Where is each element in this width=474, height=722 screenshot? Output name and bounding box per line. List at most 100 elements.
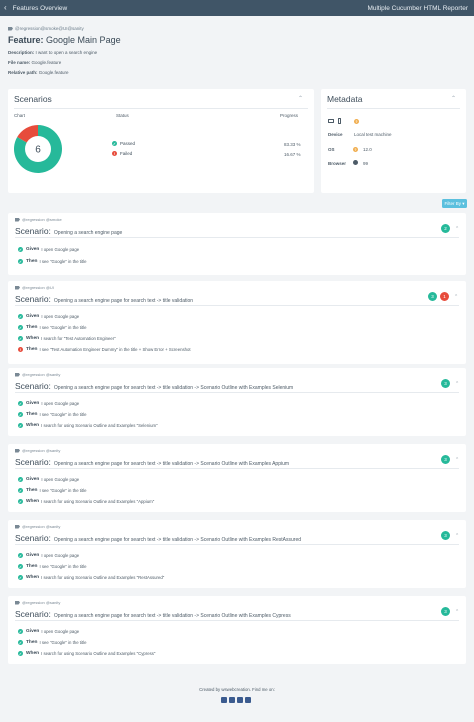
scenario-name: Opening a search engine page for search … [53,461,290,467]
feature-path: Relative path: Google.feature [8,70,466,75]
navbar-title[interactable]: Features Overview [12,4,68,12]
passed-label: Passed [120,141,136,146]
chart-header: Chart [14,113,26,118]
desktop-icon [328,119,334,123]
filter-by-button[interactable]: Filter By ▾ [442,199,467,208]
chevron-up-icon[interactable]: ⌃ [454,293,459,300]
check-circle-icon: ✓ [18,640,23,645]
chevron-up-icon[interactable]: ⌃ [455,608,460,615]
scenario-card: @regression @sanity Scenario: Opening a s… [8,520,466,588]
step-text: I see "Google" in the title [39,564,87,569]
feature-tags: @regression@smoke@UI@sanity [8,26,466,31]
check-circle-icon: ✓ [18,401,23,406]
chevron-left-icon[interactable]: ‹ [4,3,7,12]
step-row: ✓ Given I open Google page [18,553,79,558]
divider [327,108,460,109]
footer-text: Created by wswebcreation. Find me on: [199,687,275,692]
step-text: I search for using Scenario Outline and … [41,423,158,428]
step-text: I open Google page [41,247,80,252]
divider [15,544,459,545]
scenario-tags-text: @regression @sanity [22,600,61,605]
description-label: Description: [8,50,35,55]
scenario-tags: @regression @sanity [15,600,60,605]
donut-hole [25,136,51,162]
step-text: I see "Test Automation Engineer Dummy" i… [39,347,191,352]
step-keyword: When [26,499,40,504]
scenario-badges: 3 ⌃ [441,455,459,464]
passed-count-badge: 3 [428,292,437,301]
step-row: ✓ Given I open Google page [18,477,79,482]
scenario-label: Scenario: [15,381,51,391]
step-row: ✓ Then I see "Google" in the title [18,259,86,264]
scenario-badges: 3 ⌃ [441,379,459,388]
browser-label: Browser [328,161,347,166]
check-circle-icon: ✓ [18,629,23,634]
chevron-up-icon[interactable]: ⌃ [455,456,460,463]
check-circle-icon: ✓ [18,325,23,330]
scenario-title[interactable]: Scenario: Opening a search engine page fo… [15,381,293,391]
collapse-icon[interactable]: ⌃ [298,96,304,102]
scenarios-donut-chart: 6 [13,125,63,173]
scenario-badges: 3 ⌃ [441,607,459,616]
chevron-up-icon[interactable]: ⌃ [455,225,460,232]
divider [15,468,459,469]
scenario-tags: @regression @UI [15,285,54,290]
step-keyword: Given [26,553,40,558]
feature-tags-text: @regression@smoke@UI@sanity [15,26,84,31]
tag-icon [15,524,20,529]
chevron-up-icon[interactable]: ⌃ [455,532,460,539]
scenario-tags-text: @regression @smoke [22,217,62,222]
feature-label: Feature: [8,35,44,45]
scenario-tags: @regression @sanity [15,372,60,377]
step-keyword: Then [26,325,38,330]
step-row: ✓ Given I open Google page [18,401,79,406]
collapse-icon[interactable]: ⌃ [451,96,457,102]
scenario-title[interactable]: Scenario: Opening a search engine page fo… [15,457,289,467]
rss-icon[interactable] [221,697,227,703]
error-circle-icon: ! [112,151,117,156]
scenario-card: @regression @sanity Scenario: Opening a s… [8,368,466,436]
legend-failed: ! Failed [112,151,132,156]
os-value: 12.0 [363,147,372,152]
scenario-badges: 3 ⌃ [441,531,459,540]
passed-count-badge: 3 [441,379,450,388]
scenario-tags: @regression @smoke [15,217,62,222]
file-label: File name: [8,60,31,65]
scenario-title[interactable]: Scenario: Opening a search engine page fo… [15,294,193,304]
passed-count-badge: 3 [441,455,450,464]
path-value: Google.feature [38,70,69,75]
step-text: I open Google page [41,314,80,319]
linkedin-icon[interactable] [237,697,243,703]
step-keyword: Then [26,564,38,569]
step-keyword: Given [26,477,40,482]
donut-center-label: 6 [35,145,41,156]
check-circle-icon: ✓ [18,336,23,341]
scenario-title[interactable]: Scenario: Opening a search engine page [15,226,122,236]
scenario-title[interactable]: Scenario: Opening a search engine page fo… [15,609,291,619]
step-text: I see "Google" in the title [39,325,87,330]
step-text: I see "Google" in the title [39,488,87,493]
question-icon: ? [354,119,359,124]
navbar-brand: Multiple Cucumber HTML Reporter [367,4,468,12]
passed-percent: 83.33 % [284,142,301,147]
step-keyword: Then [26,640,38,645]
step-row: ✓ When I search for using Scenario Outline… [18,575,164,580]
step-text: I open Google page [41,477,80,482]
step-keyword: When [26,575,40,580]
check-circle-icon: ✓ [18,575,23,580]
twitter-icon[interactable] [245,697,251,703]
step-text: I search for using Scenario Outline and … [41,651,156,656]
scenario-title[interactable]: Scenario: Opening a search engine page fo… [15,533,301,543]
step-row: ✓ Then I see "Google" in the title [18,640,86,645]
chevron-up-icon[interactable]: ⌃ [455,380,460,387]
github-icon[interactable] [229,697,235,703]
error-circle-icon: ! [18,347,23,352]
scenario-tags-text: @regression @UI [22,285,54,290]
step-row: ✓ Then I see "Google" in the title [18,488,86,493]
divider [14,108,308,109]
tag-icon [15,372,20,377]
scenario-name: Opening a search engine page for search … [53,613,291,619]
step-row: ✓ When I search for using Scenario Outline… [18,499,154,504]
step-keyword: Then [26,488,38,493]
step-keyword: Then [26,347,38,352]
